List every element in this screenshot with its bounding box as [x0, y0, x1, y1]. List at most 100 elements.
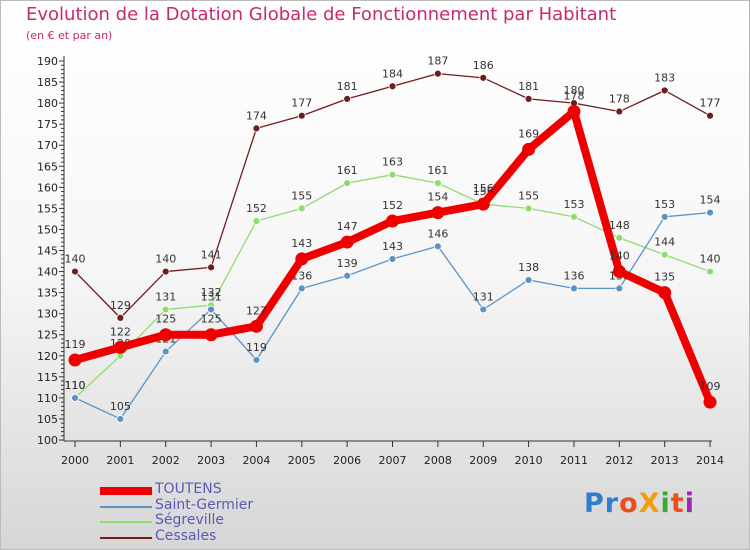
data-point-saint-germier	[479, 305, 488, 314]
data-point-toutens	[522, 142, 536, 156]
data-point-saint-germier	[706, 208, 714, 217]
data-label-saint-germier: 146	[427, 227, 448, 240]
data-label-cessales: 140	[155, 253, 176, 266]
x-tick-label: 2010	[515, 454, 543, 467]
data-label-cessales: 184	[382, 67, 403, 80]
data-label-segreville: 155	[518, 189, 539, 202]
data-point-cessales	[660, 86, 669, 95]
x-tick-label: 2000	[61, 454, 89, 467]
x-tick-label: 2008	[424, 454, 452, 467]
data-label-segreville: 161	[427, 164, 448, 177]
data-point-toutens	[476, 197, 490, 211]
data-point-segreville	[615, 233, 624, 242]
data-label-segreville: 110	[65, 379, 86, 392]
x-tick-label: 2003	[197, 454, 225, 467]
data-label-cessales: 129	[110, 299, 131, 312]
y-tick-label: 140	[37, 266, 58, 279]
data-point-toutens	[703, 395, 717, 409]
data-label-toutens: 154	[427, 191, 448, 204]
proxiti-logo: ProXiti	[584, 488, 695, 519]
data-label-toutens: 119	[65, 338, 86, 351]
data-label-segreville: 144	[654, 236, 675, 249]
legend-swatch-cessales	[100, 537, 152, 539]
data-label-cessales: 177	[700, 97, 721, 110]
legend-swatch-segreville	[100, 521, 152, 523]
x-tick-label: 2007	[379, 454, 407, 467]
data-point-cessales	[343, 95, 352, 103]
legend-label-saint-germier: Saint-Germier	[155, 497, 254, 513]
data-label-cessales: 140	[65, 253, 86, 266]
data-point-toutens	[612, 265, 626, 279]
data-label-cessales: 181	[337, 80, 358, 93]
data-label-toutens: 143	[291, 237, 312, 250]
legend-swatch-saint-germier	[100, 506, 152, 508]
y-tick-label: 155	[37, 202, 58, 215]
data-label-saint-germier: 110	[65, 379, 86, 392]
data-point-toutens	[340, 235, 354, 249]
data-label-segreville: 161	[337, 164, 358, 177]
data-label-saint-germier: 139	[337, 257, 358, 270]
y-tick-label: 165	[37, 160, 58, 173]
x-tick-label: 2011	[560, 454, 588, 467]
y-tick-label: 145	[37, 245, 58, 258]
y-tick-label: 115	[37, 371, 58, 384]
data-label-segreville: 153	[563, 198, 584, 211]
data-point-cessales	[161, 267, 170, 276]
data-point-toutens	[295, 252, 309, 266]
logo-letter: X	[638, 488, 661, 519]
data-label-cessales: 181	[518, 80, 539, 93]
data-point-saint-germier	[161, 347, 170, 356]
data-point-cessales	[524, 95, 533, 103]
logo-letter: o	[619, 488, 639, 519]
legend-swatch-toutens	[100, 487, 152, 495]
y-tick-label: 175	[37, 118, 58, 131]
logo-letter: r	[604, 488, 620, 519]
x-tick-label: 2005	[288, 454, 316, 467]
data-label-cessales: 187	[427, 55, 448, 68]
x-tick-label: 2012	[605, 454, 633, 467]
chart-title: Evolution de la Dotation Globale de Fonc…	[26, 4, 617, 25]
data-point-toutens	[386, 214, 400, 228]
data-point-cessales	[433, 69, 442, 78]
data-label-toutens: 169	[518, 127, 539, 140]
y-tick-label: 125	[37, 329, 58, 342]
data-point-segreville	[252, 217, 261, 225]
data-label-cessales: 177	[291, 97, 312, 110]
y-tick-label: 100	[37, 434, 58, 447]
data-label-toutens: 135	[654, 271, 675, 284]
data-point-saint-germier	[433, 242, 442, 251]
x-tick-label: 2014	[696, 454, 724, 467]
legend-label-segreville: Ségreville	[155, 512, 225, 528]
data-point-cessales	[479, 73, 488, 82]
data-point-cessales	[252, 124, 261, 133]
data-point-toutens	[204, 328, 218, 342]
y-tick-label: 170	[37, 139, 58, 152]
data-label-toutens: 125	[201, 313, 222, 326]
y-tick-label: 180	[37, 97, 58, 110]
data-point-cessales	[207, 263, 215, 272]
y-tick-label: 130	[37, 308, 58, 321]
data-point-segreville	[388, 170, 397, 179]
data-point-segreville	[297, 204, 306, 213]
x-tick-label: 2002	[152, 454, 180, 467]
data-label-segreville: 148	[609, 219, 630, 232]
data-point-saint-germier	[116, 415, 125, 423]
data-label-toutens: 109	[700, 380, 721, 393]
data-label-saint-germier: 136	[563, 269, 584, 282]
data-label-toutens: 147	[337, 220, 358, 233]
data-label-toutens: 122	[110, 325, 131, 338]
x-tick-label: 2004	[242, 454, 270, 467]
data-point-cessales	[388, 82, 397, 91]
data-label-saint-germier: 119	[246, 341, 267, 354]
data-point-toutens	[159, 328, 173, 342]
data-point-saint-germier	[388, 255, 397, 263]
data-point-toutens	[249, 319, 263, 333]
data-label-cessales: 183	[654, 71, 675, 84]
data-label-segreville: 163	[382, 156, 403, 169]
data-point-segreville	[660, 250, 669, 259]
data-label-saint-germier: 153	[654, 198, 675, 211]
data-point-toutens	[431, 206, 445, 220]
data-point-segreville	[161, 305, 170, 314]
y-tick-label: 190	[37, 55, 58, 68]
